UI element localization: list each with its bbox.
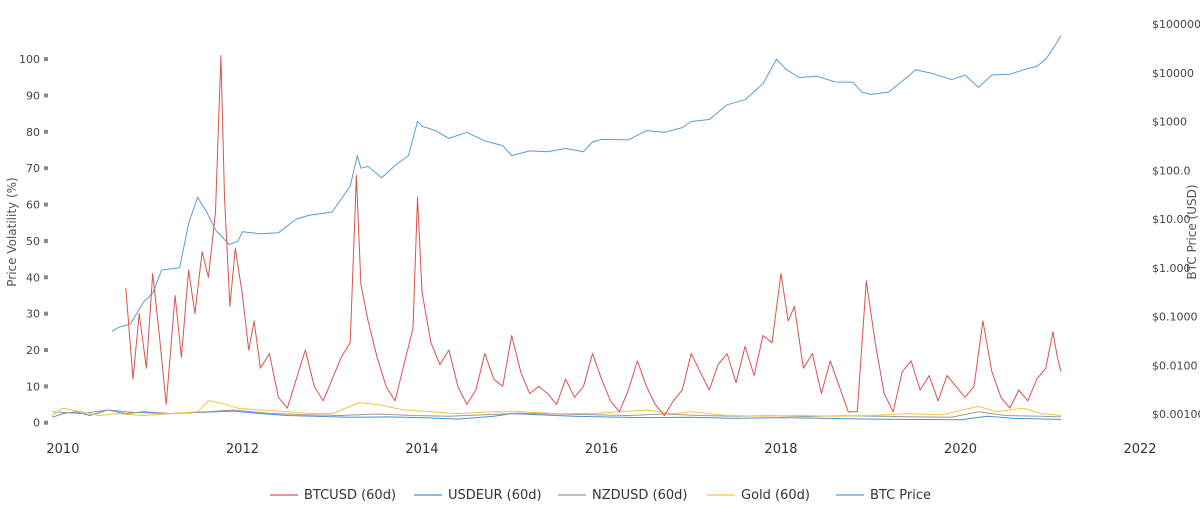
y-left-tick-mark: [44, 384, 48, 389]
legend-label: USDEUR (60d): [448, 488, 542, 503]
legend-label: NZDUSD (60d): [592, 488, 688, 503]
legend: BTCUSD (60d) USDEUR (60d) NZDUSD (60d) Gold…: [270, 488, 931, 503]
y-right-tick-label: $1.000: [1152, 262, 1191, 275]
legend-item[interactable]: BTC Price: [836, 488, 931, 503]
x-tick-label: 2020: [944, 442, 977, 457]
y-right-tick-label: $100000: [1152, 18, 1200, 31]
y-left-tick-label: 0: [33, 417, 40, 430]
legend-item[interactable]: Gold (60d): [707, 488, 810, 503]
legend-label: Gold (60d): [741, 488, 810, 503]
y-right-tick-label: $100.0: [1152, 164, 1191, 177]
y-right-tick-label: $10000: [1152, 67, 1194, 80]
y-left-tick-label: 70: [26, 162, 40, 175]
series-line-btcusd-60d: [125, 55, 1062, 416]
y-axis-left-title: Price Volatility (%): [5, 177, 19, 287]
y-axis-right-title: BTC Price (USD): [1185, 184, 1199, 279]
y-left-tick-label: 60: [26, 199, 40, 212]
x-tick-label: 2018: [764, 442, 797, 457]
series-line-btc-price: [112, 35, 1062, 332]
y-left-tick-label: 80: [26, 126, 40, 139]
series-line-gold-60d: [51, 400, 1062, 417]
left-axis: 0 10 20 30 40 50 60 70 80 90 100: [19, 53, 48, 430]
legend-label: BTCUSD (60d): [304, 488, 396, 503]
y-left-tick-mark: [44, 275, 48, 280]
y-right-tick-label: $0.1000: [1152, 311, 1198, 324]
x-tick-label: 2022: [1123, 442, 1156, 457]
y-left-tick-mark: [44, 348, 48, 352]
y-right-tick-label: $0.0100: [1152, 359, 1198, 372]
x-tick-label: 2010: [46, 442, 79, 457]
y-right-tick-label: $1000: [1152, 116, 1187, 129]
y-left-tick-mark: [44, 57, 48, 62]
y-left-tick-label: 20: [26, 344, 40, 357]
legend-label: BTC Price: [870, 488, 931, 503]
legend-item[interactable]: NZDUSD (60d): [558, 488, 688, 503]
y-left-tick-mark: [44, 238, 48, 243]
y-left-tick-mark: [44, 129, 48, 134]
x-tick-label: 2016: [585, 442, 618, 457]
right-axis: $0.00100 $0.0100 $0.1000 $1.000 $10.00 $100.0…: [1152, 18, 1200, 421]
y-left-tick-mark: [44, 93, 48, 98]
x-tick-label: 2012: [226, 442, 259, 457]
x-axis: 2010 2012 2014 2016 2018 2020 2022: [46, 442, 1156, 457]
legend-item[interactable]: USDEUR (60d): [414, 488, 542, 503]
legend-item[interactable]: BTCUSD (60d): [270, 488, 396, 503]
y-left-tick-mark: [44, 420, 48, 425]
plot-area: [51, 35, 1062, 421]
y-left-tick-label: 30: [26, 308, 40, 321]
y-right-tick-label: $0.00100: [1152, 408, 1200, 421]
x-tick-label: 2014: [405, 442, 438, 457]
y-left-tick-mark: [44, 311, 48, 316]
y-right-tick-label: $10.00: [1152, 213, 1191, 226]
y-left-tick-label: 90: [26, 89, 40, 102]
y-left-tick-label: 10: [26, 380, 40, 393]
y-left-tick-label: 40: [26, 271, 40, 284]
y-left-tick-label: 100: [19, 53, 40, 66]
y-left-tick-label: 50: [26, 235, 40, 248]
y-left-tick-mark: [44, 202, 48, 207]
y-left-tick-mark: [44, 166, 48, 171]
